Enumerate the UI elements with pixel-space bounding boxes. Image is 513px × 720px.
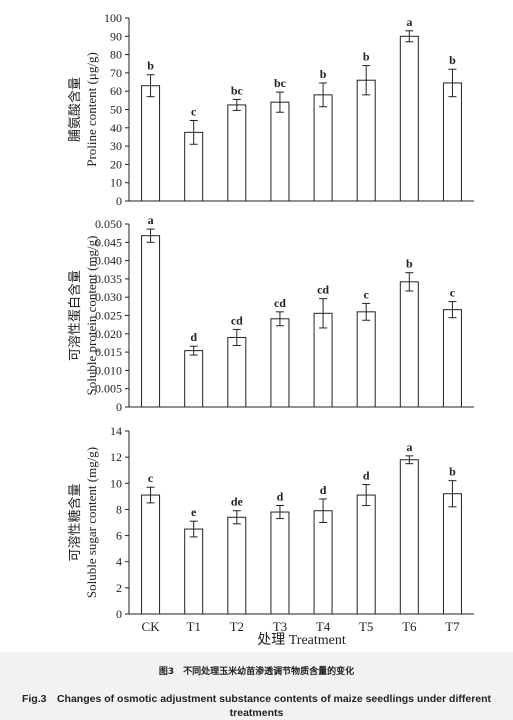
- y-tick-label: 0.005: [95, 382, 122, 396]
- y-tick-label: 8: [116, 502, 122, 516]
- y-tick-label: 50: [110, 103, 122, 117]
- significance-label: d: [320, 483, 327, 497]
- bar: [141, 85, 161, 202]
- y-tick-label: 10: [110, 476, 122, 490]
- significance-label: cd: [231, 313, 243, 327]
- bar: [227, 336, 247, 408]
- significance-label: c: [450, 286, 456, 300]
- y-tick-label: 6: [116, 529, 122, 543]
- y-tick-label: 0.030: [95, 290, 122, 304]
- y-tick-label: 12: [110, 450, 122, 464]
- caption-chinese: 图3 不同处理玉米幼苗渗透调节物质含量的变化: [158, 667, 355, 677]
- bar: [270, 101, 290, 202]
- y-tick-label: 0: [116, 607, 122, 621]
- y-tick-label: 0.015: [95, 345, 122, 359]
- y-tick-label: 0.025: [95, 309, 122, 323]
- y-tick-label: 0.045: [95, 235, 122, 249]
- x-axis-label: 处理 Treatment: [257, 632, 346, 648]
- x-tick-label: T1: [186, 619, 200, 634]
- significance-label: cd: [317, 283, 329, 297]
- bar: [270, 511, 290, 615]
- significance-label: e: [191, 505, 197, 519]
- y-tick-label: 80: [110, 48, 122, 62]
- bar: [442, 82, 462, 202]
- significance-label: bc: [274, 76, 287, 90]
- y-axis-label-chinese: 可溶性糖含量: [67, 483, 82, 561]
- bar: [184, 528, 204, 615]
- bar: [141, 235, 161, 408]
- bar: [227, 104, 247, 202]
- x-tick-label: T4: [316, 619, 331, 634]
- y-tick-label: 0.035: [95, 272, 122, 286]
- bar: [227, 516, 247, 615]
- significance-label: d: [277, 490, 284, 504]
- y-axis-label-english: Soluble protein content (mg/g): [84, 236, 99, 396]
- x-tick-label: CK: [142, 619, 161, 634]
- significance-label: b: [449, 465, 456, 479]
- significance-label: b: [147, 59, 154, 73]
- bar: [356, 79, 376, 202]
- x-tick-label: T3: [273, 619, 287, 634]
- significance-label: cd: [274, 296, 286, 310]
- x-tick-label: T6: [402, 619, 417, 634]
- y-tick-label: 20: [110, 157, 122, 171]
- significance-label: c: [148, 471, 154, 485]
- y-axis-label-english: Proline content (μg/g): [84, 52, 99, 167]
- significance-label: de: [231, 495, 244, 509]
- bar: [313, 94, 333, 202]
- bar: [442, 309, 462, 408]
- significance-label: a: [148, 213, 154, 227]
- bar: [184, 350, 204, 408]
- significance-label: d: [363, 469, 370, 483]
- y-tick-label: 0.050: [95, 217, 122, 231]
- y-tick-label: 90: [110, 29, 122, 43]
- y-tick-label: 60: [110, 84, 122, 98]
- significance-label: b: [363, 50, 370, 64]
- significance-label: b: [449, 53, 456, 67]
- y-axis-label-chinese: 可溶性蛋白含量: [67, 270, 82, 361]
- y-axis-label-chinese: 脯氨酸含量: [67, 77, 82, 142]
- y-tick-label: 30: [110, 139, 122, 153]
- caption-english: Fig.3 Changes of osmotic adjustment subs…: [21, 693, 492, 719]
- y-tick-label: 0.040: [95, 254, 122, 268]
- significance-label: c: [191, 104, 197, 118]
- bar: [399, 281, 419, 408]
- significance-label: a: [406, 440, 412, 454]
- bar: [270, 318, 290, 408]
- significance-label: c: [364, 287, 370, 301]
- bar: [399, 459, 419, 615]
- figure-caption: 图3 不同处理玉米幼苗渗透调节物质含量的变化 Fig.3 Changes of …: [0, 652, 513, 720]
- y-tick-label: 0: [116, 400, 122, 414]
- bar: [313, 510, 333, 615]
- y-tick-label: 70: [110, 66, 122, 80]
- significance-label: b: [406, 257, 413, 271]
- x-tick-label: T7: [445, 619, 460, 634]
- y-tick-label: 10: [110, 176, 122, 190]
- bar: [399, 35, 419, 202]
- y-tick-label: 2: [116, 581, 122, 595]
- y-tick-label: 14: [110, 424, 122, 438]
- significance-label: b: [320, 67, 327, 81]
- y-tick-label: 0: [116, 194, 122, 208]
- y-tick-label: 40: [110, 121, 122, 135]
- y-tick-label: 0.010: [95, 363, 122, 377]
- significance-label: bc: [231, 83, 244, 97]
- y-tick-label: 0.020: [95, 327, 122, 341]
- x-tick-label: T2: [230, 619, 244, 634]
- bar: [442, 493, 462, 615]
- significance-label: a: [406, 15, 412, 29]
- bar: [141, 494, 161, 615]
- y-axis-label-english: Soluble sugar content (mg/g): [84, 447, 99, 598]
- y-tick-label: 4: [116, 555, 122, 569]
- y-tick-label: 100: [104, 11, 122, 25]
- bar: [356, 494, 376, 615]
- bar: [356, 311, 376, 408]
- x-tick-label: T5: [359, 619, 373, 634]
- significance-label: d: [190, 330, 197, 344]
